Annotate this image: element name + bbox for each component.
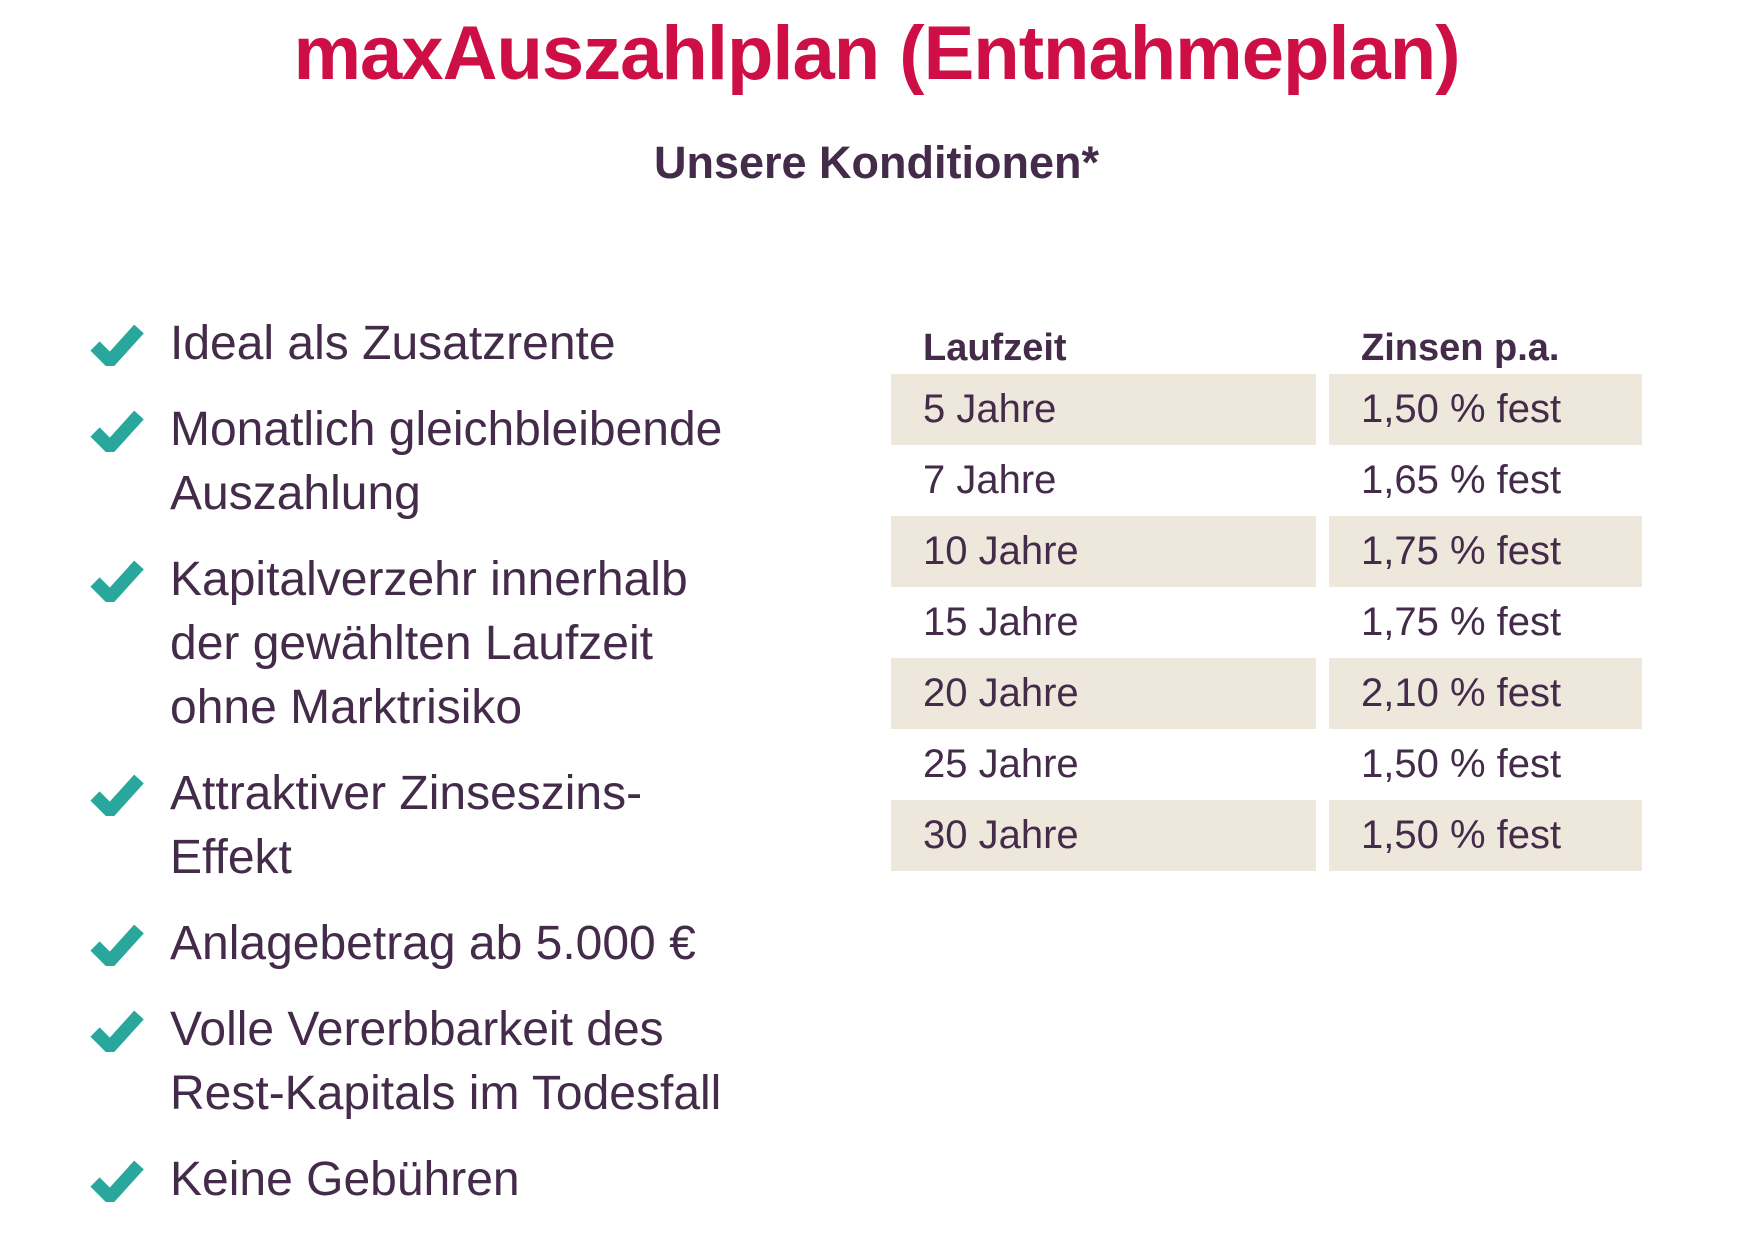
- table-header-laufzeit: Laufzeit: [923, 326, 1067, 369]
- benefit-text: Kapitalverzehr innerhalb der gewählten La…: [170, 553, 688, 734]
- table-body: 5 Jahre 1,50 % fest 7 Jahre 1,65 % fest 10 J…: [891, 374, 1642, 871]
- benefit-text: Anlagebetrag ab 5.000 €: [170, 917, 696, 970]
- checkmark-icon: [90, 1160, 144, 1207]
- cell-laufzeit: 10 Jahre: [891, 516, 1316, 587]
- table-row: 25 Jahre 1,50 % fest: [891, 729, 1642, 800]
- conditions-table: Laufzeit Zinsen p.a. 5 Jahre 1,50 % fest 7…: [891, 322, 1642, 871]
- benefit-text: Keine Gebühren: [170, 1153, 520, 1206]
- cell-zinsen: 1,50 % fest: [1329, 374, 1642, 445]
- cell-laufzeit: 5 Jahre: [891, 374, 1316, 445]
- benefits-list: Ideal als Zusatzrente Monatlich gleichble…: [90, 312, 770, 1212]
- benefit-item: Anlagebetrag ab 5.000 €: [90, 912, 770, 976]
- table-header-zinsen: Zinsen p.a.: [1361, 326, 1560, 369]
- table-row: 15 Jahre 1,75 % fest: [891, 587, 1642, 658]
- checkmark-icon: [90, 324, 144, 371]
- page-subtitle: Unsere Konditionen*: [653, 137, 1100, 188]
- table-row: 30 Jahre 1,50 % fest: [891, 800, 1642, 871]
- table-row: 5 Jahre 1,50 % fest: [891, 374, 1642, 445]
- cell-laufzeit: 25 Jahre: [923, 742, 1079, 786]
- benefit-item: Kapitalverzehr innerhalb der gewählten La…: [90, 548, 770, 740]
- benefit-text: Ideal als Zusatzrente: [170, 317, 616, 370]
- cell-zinsen: 1,65 % fest: [1361, 458, 1562, 502]
- cell-zinsen: 2,10 % fest: [1329, 658, 1642, 729]
- table-header-row: Laufzeit Zinsen p.a.: [891, 322, 1642, 374]
- checkmark-icon: [90, 774, 144, 821]
- benefit-text: Volle Vererbbarkeit des Rest-Kapitals im …: [170, 1003, 722, 1120]
- cell-zinsen: 1,50 % fest: [1329, 800, 1642, 871]
- cell-laufzeit: 7 Jahre: [923, 458, 1057, 502]
- page-title: maxAuszahlplan (Entnahmeplan): [293, 11, 1460, 96]
- cell-zinsen: 1,75 % fest: [1329, 516, 1642, 587]
- checkmark-icon: [90, 924, 144, 971]
- table-row: 7 Jahre 1,65 % fest: [891, 445, 1642, 516]
- checkmark-icon: [90, 560, 144, 607]
- cell-laufzeit: 30 Jahre: [891, 800, 1316, 871]
- cell-laufzeit: 15 Jahre: [923, 600, 1079, 644]
- cell-zinsen: 1,50 % fest: [1361, 742, 1562, 786]
- benefit-item: Attraktiver Zinseszins- Effekt: [90, 762, 770, 890]
- benefit-item: Keine Gebühren: [90, 1148, 770, 1212]
- cell-zinsen: 1,75 % fest: [1361, 600, 1562, 644]
- table-row: 10 Jahre 1,75 % fest: [891, 516, 1642, 587]
- benefit-item: Volle Vererbbarkeit des Rest-Kapitals im …: [90, 998, 770, 1126]
- benefit-text: Monatlich gleichbleibende Auszahlung: [170, 403, 723, 520]
- benefit-item: Monatlich gleichbleibende Auszahlung: [90, 398, 770, 526]
- table-row: 20 Jahre 2,10 % fest: [891, 658, 1642, 729]
- checkmark-icon: [90, 410, 144, 457]
- cell-laufzeit: 20 Jahre: [891, 658, 1316, 729]
- benefit-text: Attraktiver Zinseszins- Effekt: [170, 767, 643, 884]
- benefit-item: Ideal als Zusatzrente: [90, 312, 770, 376]
- checkmark-icon: [90, 1010, 144, 1057]
